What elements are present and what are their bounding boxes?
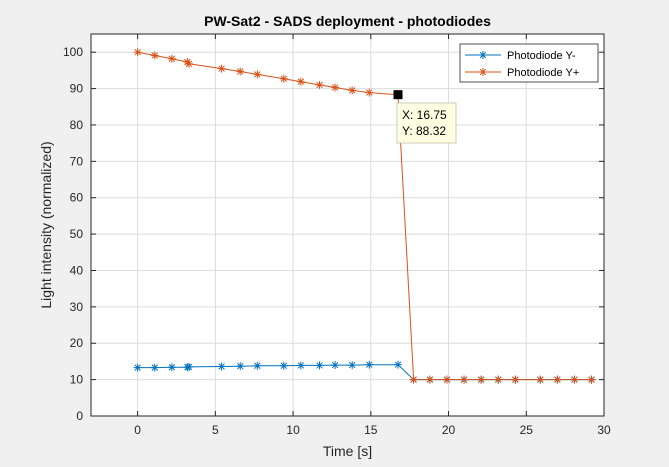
data-point-s1-1 xyxy=(150,51,159,60)
y-axis-label: Light intensity (normalized) xyxy=(38,141,54,308)
y-tick-label: 60 xyxy=(70,191,84,205)
x-tick-label: 10 xyxy=(286,423,300,437)
legend-label-photodiode-y-plus: Photodiode Y+ xyxy=(507,67,579,79)
data-tip-y: Y: 88.32 xyxy=(402,124,446,138)
data-point-s0-8 xyxy=(279,361,288,370)
data-point-s1-8 xyxy=(279,74,288,83)
data-point-s0-10 xyxy=(315,361,324,370)
plot-area xyxy=(91,34,604,416)
data-point-s1-20 xyxy=(494,375,503,384)
legend-marker-photodiode-y-plus xyxy=(479,68,487,76)
data-point-s0-7 xyxy=(253,361,262,370)
data-point-s0-4 xyxy=(184,362,193,371)
data-point-s1-10 xyxy=(315,80,324,89)
x-tick-label: 5 xyxy=(212,423,219,437)
legend-star xyxy=(479,68,487,76)
data-point-s1-21 xyxy=(511,375,520,384)
data-point-s1-18 xyxy=(460,375,469,384)
data-point-s1-6 xyxy=(236,67,245,76)
y-tick-label: 50 xyxy=(70,227,84,241)
data-tip[interactable]: X: 16.75 Y: 88.32 xyxy=(393,90,457,144)
data-point-s1-9 xyxy=(296,77,305,86)
data-tip-box xyxy=(396,102,457,144)
y-tick-label: 90 xyxy=(70,82,84,96)
legend[interactable]: Photodiode Y- Photodiode Y+ xyxy=(459,43,599,83)
chart-title: PW-Sat2 - SADS deployment - photodiodes xyxy=(204,13,491,29)
axes-box xyxy=(90,33,605,417)
y-tick-label: 80 xyxy=(70,118,84,132)
y-tick-label: 40 xyxy=(70,263,84,277)
data-point-s1-17 xyxy=(442,375,451,384)
data-point-s1-15 xyxy=(409,375,418,384)
x-tick-label: 30 xyxy=(597,423,611,437)
x-tick-label: 20 xyxy=(442,423,456,437)
x-axis-ticks: 0 5 10 15 20 25 30 xyxy=(134,34,611,437)
legend-star xyxy=(479,51,487,59)
data-point-s1-7 xyxy=(253,70,262,79)
data-point-s0-6 xyxy=(236,362,245,371)
data-point-s0-5 xyxy=(217,362,226,371)
data-point-s1-19 xyxy=(477,375,486,384)
data-point-s1-24 xyxy=(570,375,579,384)
x-tick-label: 15 xyxy=(364,423,378,437)
data-point-s1-5 xyxy=(217,64,226,73)
data-point-s1-4 xyxy=(184,59,193,68)
data-point-s1-22 xyxy=(536,375,545,384)
data-point-s1-12 xyxy=(348,86,357,95)
data-point-s0-13 xyxy=(365,360,374,369)
data-point-s1-13 xyxy=(365,88,374,97)
legend-marker-photodiode-y-minus xyxy=(479,51,487,59)
y-tick-label: 100 xyxy=(63,45,83,59)
x-tick-label: 25 xyxy=(520,423,534,437)
data-tip-marker[interactable] xyxy=(393,90,403,100)
data-point-s0-1 xyxy=(150,363,159,372)
y-tick-label: 70 xyxy=(70,154,84,168)
data-point-s0-11 xyxy=(331,361,340,370)
data-point-s0-2 xyxy=(167,363,176,372)
data-point-s0-9 xyxy=(296,361,305,370)
data-point-s0-12 xyxy=(348,361,357,370)
grid xyxy=(91,34,605,417)
y-tick-label: 10 xyxy=(70,373,84,387)
legend-label-photodiode-y-minus: Photodiode Y- xyxy=(507,50,576,62)
data-point-s1-25 xyxy=(587,375,596,384)
y-tick-label: 30 xyxy=(70,300,84,314)
series-markers xyxy=(133,48,596,384)
data-point-s0-0 xyxy=(133,363,142,372)
data-point-s1-16 xyxy=(425,375,434,384)
x-axis-label: Time [s] xyxy=(323,443,372,459)
data-point-s1-23 xyxy=(553,375,562,384)
data-point-s0-14 xyxy=(394,360,403,369)
data-tip-x: X: 16.75 xyxy=(402,108,447,122)
data-point-s1-0 xyxy=(133,48,142,57)
y-tick-label: 20 xyxy=(70,336,84,350)
data-point-s1-2 xyxy=(167,54,176,63)
data-point-s1-11 xyxy=(331,83,340,92)
x-tick-label: 0 xyxy=(134,423,141,437)
y-axis-ticks: 0 10 20 30 40 50 60 70 80 90 100 xyxy=(63,45,604,423)
y-tick-label: 0 xyxy=(76,409,83,423)
